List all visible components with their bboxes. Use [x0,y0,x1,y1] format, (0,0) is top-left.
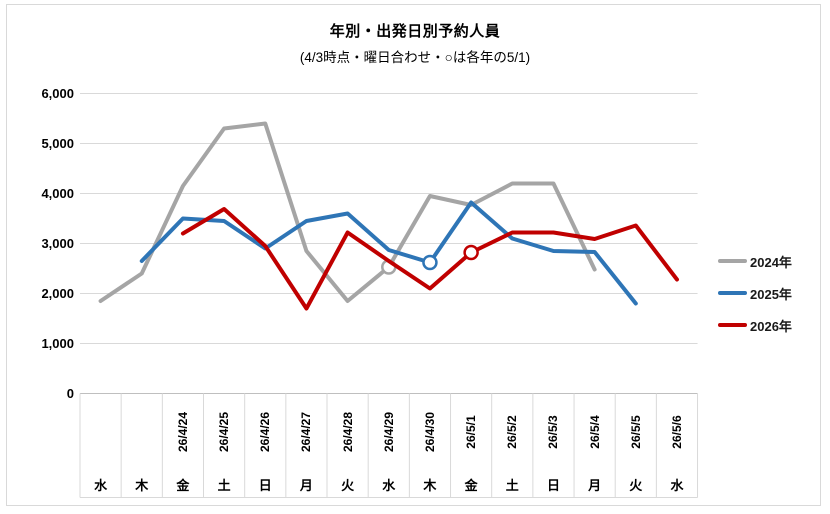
x-axis-weekday-label: 金 [176,478,190,493]
x-axis-date-label: 26/4/30 [422,411,437,453]
y-axis-tick-label: 3,000 [41,235,74,251]
y-axis-tick-label: 4,000 [41,185,74,201]
x-axis-date-label: 26/5/2 [505,415,520,449]
x-axis-weekday-label: 火 [629,478,643,493]
x-axis-weekday-label: 木 [423,478,437,493]
y-axis-tick-label: 5,000 [41,135,74,151]
legend-item-2025年: 2025年 [718,277,792,309]
x-axis-weekday-label: 月 [299,478,313,493]
x-axis-weekday-label: 日 [258,478,272,493]
legend-label: 2026年 [750,318,792,334]
x-axis-date-label: 26/5/1 [464,415,479,449]
x-axis-weekday-label: 木 [135,478,149,493]
y-axis-tick-label: 6,000 [41,85,74,101]
may1-marker-2026年 [463,244,479,261]
x-axis-weekday-label: 水 [382,478,396,493]
x-axis-weekday-label: 火 [341,478,355,493]
y-axis-tick-label: 2,000 [41,285,74,301]
x-axis-date-label: 26/5/3 [546,415,561,449]
y-axis-tick-label: 1,000 [41,335,74,351]
x-axis-weekday-label: 金 [464,478,478,493]
legend-item-2024年: 2024年 [718,245,792,277]
x-axis-weekday-label: 土 [217,478,231,493]
x-axis-weekday-label: 水 [94,478,108,493]
x-axis-date-label: 26/5/5 [628,415,643,449]
y-axis-tick-label: 0 [66,385,74,401]
x-axis-date-label: 26/4/29 [381,411,396,453]
x-axis-weekday-label: 土 [505,478,519,493]
series-line-2024年 [98,121,597,303]
legend-item-2026年: 2026年 [718,309,792,341]
legend-line-swatch [718,291,747,295]
legend-label: 2025年 [750,286,792,302]
x-axis-date-label: 26/4/25 [217,411,232,453]
x-axis-date-label: 26/5/4 [587,415,602,449]
x-axis-weekday-label: 日 [546,478,560,493]
legend-line-swatch [718,323,747,327]
legend: 2024年 2025年 2026年 [718,245,792,341]
series-line-2025年 [139,200,638,306]
x-axis-date-label: 26/4/28 [340,411,355,453]
x-axis-date-label: 26/4/27 [299,411,314,453]
legend-label: 2024年 [750,254,792,270]
chart-subtitle: (4/3時点・曜日合わせ・○は各年の5/1) [299,50,531,65]
chart-title: 年別・出発日別予約人員 [329,23,501,40]
x-axis-date-label: 26/4/24 [175,411,190,453]
x-axis-date-label: 26/5/6 [669,415,684,449]
x-axis-weekday-label: 水 [670,478,684,493]
legend-line-swatch [718,259,747,263]
x-axis-weekday-label: 月 [588,478,602,493]
series-line-2026年 [180,207,679,311]
may1-marker-2025年 [422,254,438,271]
x-axis-date-label: 26/4/26 [258,411,273,453]
